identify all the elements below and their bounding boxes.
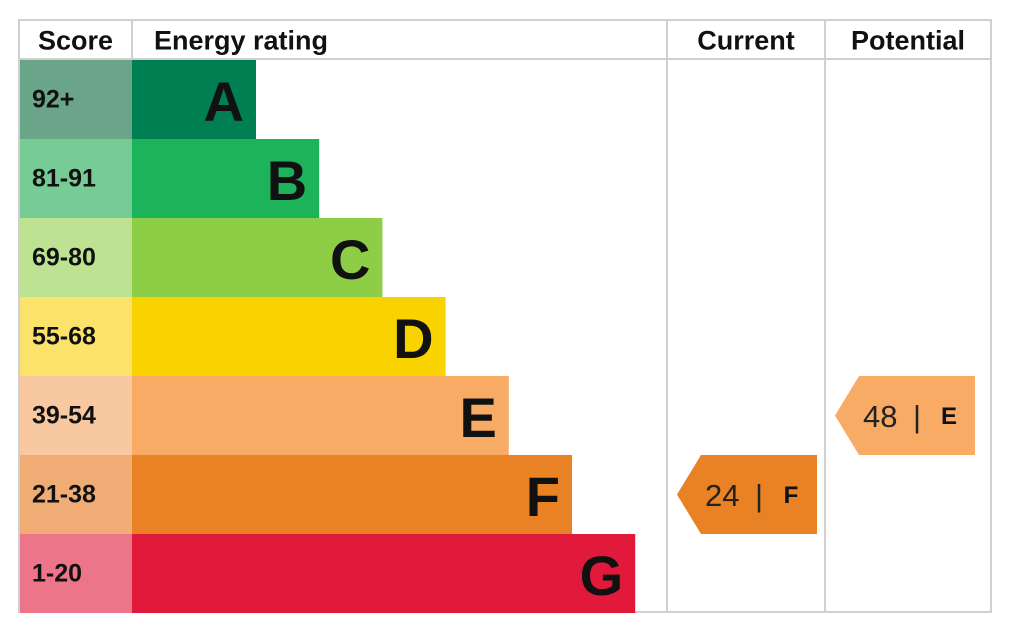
rating-bar — [132, 218, 383, 297]
rating-letter: D — [393, 307, 433, 370]
current-letter: F — [784, 482, 799, 509]
score-label: 81-91 — [32, 165, 96, 193]
score-label: 39-54 — [32, 402, 96, 430]
score-cell — [20, 376, 132, 455]
rating-letter: F — [526, 465, 560, 528]
score-cell — [20, 297, 132, 376]
rating-letter: A — [204, 70, 244, 133]
rating-bar — [132, 534, 636, 613]
score-label: 55-68 — [32, 323, 96, 351]
header-current: Current — [697, 26, 795, 56]
rating-bar — [132, 376, 509, 455]
rating-bar — [132, 60, 256, 139]
rating-bar — [132, 139, 320, 218]
score-label: 21-38 — [32, 481, 96, 509]
rating-letter: C — [330, 228, 370, 291]
header-potential: Potential — [851, 26, 965, 56]
score-label: 92+ — [32, 86, 74, 114]
score-cell — [20, 534, 132, 613]
rating-bar — [132, 297, 446, 376]
current-arrow — [677, 455, 817, 534]
rating-letter: B — [267, 149, 307, 212]
score-cell — [20, 455, 132, 534]
rating-bar — [132, 455, 572, 534]
potential-separator: | — [913, 399, 921, 434]
score-label: 1-20 — [32, 560, 82, 588]
potential-arrow — [835, 376, 975, 455]
score-cell — [20, 218, 132, 297]
potential-value: 48 — [863, 399, 897, 434]
header-rating: Energy rating — [154, 26, 328, 56]
potential-letter: E — [941, 403, 957, 430]
current-separator: | — [755, 478, 763, 513]
current-value: 24 — [705, 478, 739, 513]
header-score: Score — [38, 26, 113, 56]
rating-letter: E — [459, 386, 496, 449]
score-cell — [20, 139, 132, 218]
rating-letter: G — [580, 544, 624, 607]
score-label: 69-80 — [32, 244, 96, 272]
score-cell — [20, 60, 132, 139]
